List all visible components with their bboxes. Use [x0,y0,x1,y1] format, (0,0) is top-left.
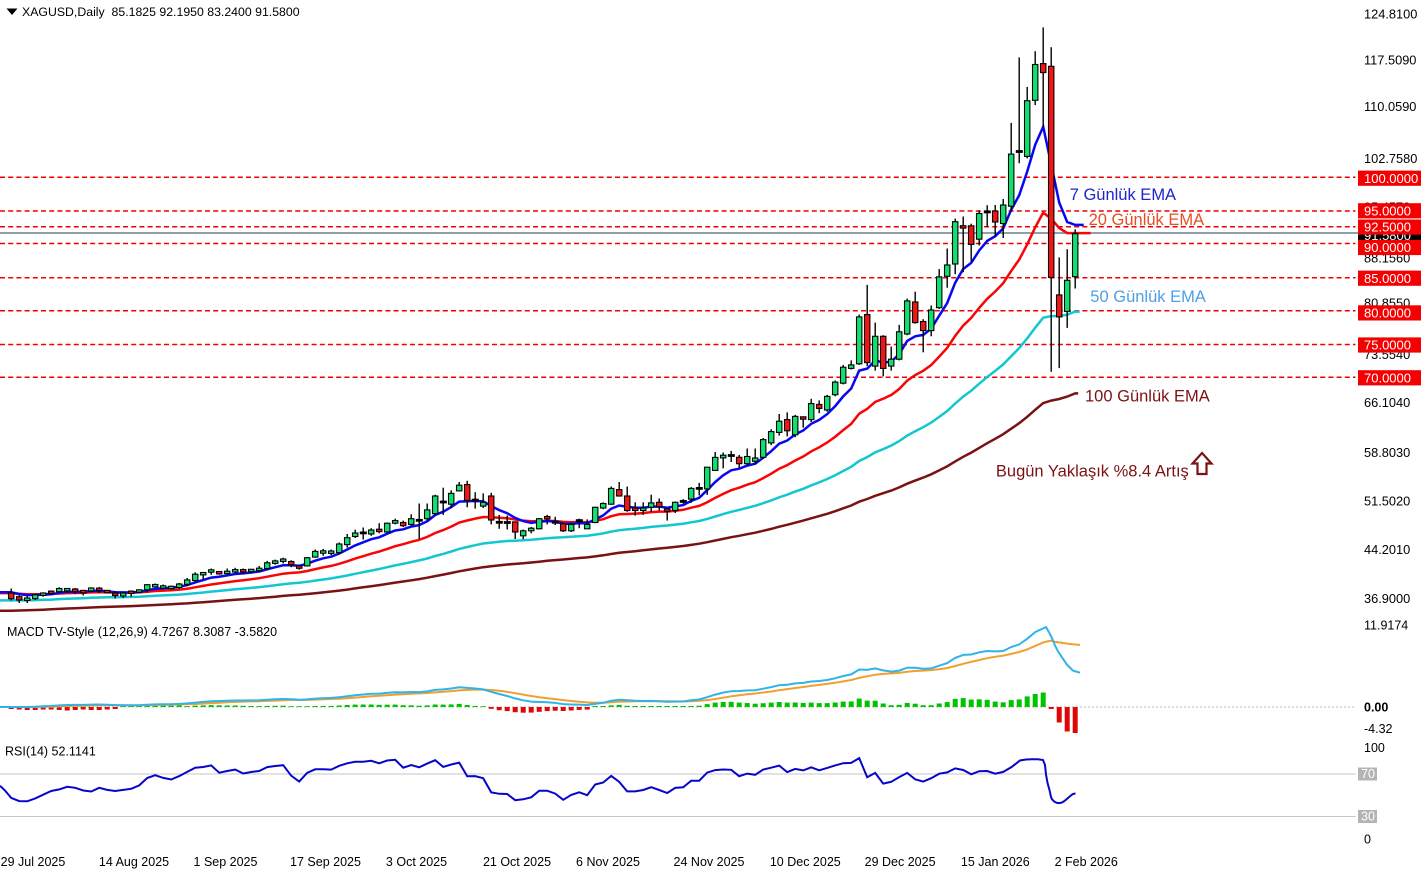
svg-text:20 Günlük EMA: 20 Günlük EMA [1089,211,1205,229]
svg-text:1 Sep 2025: 1 Sep 2025 [194,855,258,869]
svg-text:-4.32: -4.32 [1364,722,1393,736]
svg-text:14 Aug 2025: 14 Aug 2025 [99,855,169,869]
svg-text:50 Günlük EMA: 50 Günlük EMA [1090,288,1206,306]
svg-text:29 Dec 2025: 29 Dec 2025 [865,855,936,869]
svg-text:7 Günlük EMA: 7 Günlük EMA [1070,186,1176,204]
svg-text:90.0000: 90.0000 [1364,240,1411,255]
svg-text:24 Nov 2025: 24 Nov 2025 [674,855,745,869]
svg-text:36.9000: 36.9000 [1364,591,1410,606]
svg-text:Bugün Yaklaşık %8.4 Artış: Bugün Yaklaşık %8.4 Artış [996,462,1189,480]
svg-text:51.5020: 51.5020 [1364,494,1410,509]
svg-text:100 Günlük EMA: 100 Günlük EMA [1085,387,1210,405]
svg-text:0.00: 0.00 [1364,701,1388,715]
svg-text:MACD TV-Style (12,26,9) 4.7267: MACD TV-Style (12,26,9) 4.7267 8.3087 -3… [7,625,277,639]
svg-text:66.1040: 66.1040 [1364,395,1410,410]
svg-text:110.0590: 110.0590 [1364,99,1416,114]
svg-text:100.0000: 100.0000 [1364,171,1418,186]
svg-text:75.0000: 75.0000 [1364,338,1411,353]
svg-text:70: 70 [1361,767,1375,781]
svg-text:100: 100 [1364,741,1385,755]
svg-text:29 Jul 2025: 29 Jul 2025 [1,855,66,869]
svg-text:6 Nov 2025: 6 Nov 2025 [576,855,640,869]
svg-text:30: 30 [1361,810,1375,824]
svg-text:0: 0 [1364,833,1371,847]
svg-text:15 Jan 2026: 15 Jan 2026 [961,855,1030,869]
svg-text:RSI(14) 52.1141: RSI(14) 52.1141 [5,744,96,758]
svg-text:21 Oct 2025: 21 Oct 2025 [483,855,551,869]
svg-text:44.2010: 44.2010 [1364,542,1410,557]
svg-text:80.0000: 80.0000 [1364,306,1411,321]
svg-text:102.7580: 102.7580 [1364,151,1417,166]
svg-text:11.9174: 11.9174 [1364,619,1408,633]
svg-text:70.0000: 70.0000 [1364,370,1411,385]
svg-text:17 Sep 2025: 17 Sep 2025 [290,855,361,869]
svg-text:95.0000: 95.0000 [1364,203,1411,218]
svg-text:10 Dec 2025: 10 Dec 2025 [770,855,841,869]
svg-text:85.0000: 85.0000 [1364,271,1411,286]
svg-text:3 Oct 2025: 3 Oct 2025 [386,855,447,869]
svg-text:2 Feb 2026: 2 Feb 2026 [1055,855,1118,869]
svg-text:92.5000: 92.5000 [1364,220,1411,235]
svg-text:124.8100: 124.8100 [1364,6,1417,21]
svg-text:117.5090: 117.5090 [1364,53,1416,68]
svg-text:58.8030: 58.8030 [1364,445,1410,460]
svg-text:XAGUSD,Daily 85.1825 92.1950: XAGUSD,Daily 85.1825 92.1950 83.2400 91.… [22,5,300,19]
